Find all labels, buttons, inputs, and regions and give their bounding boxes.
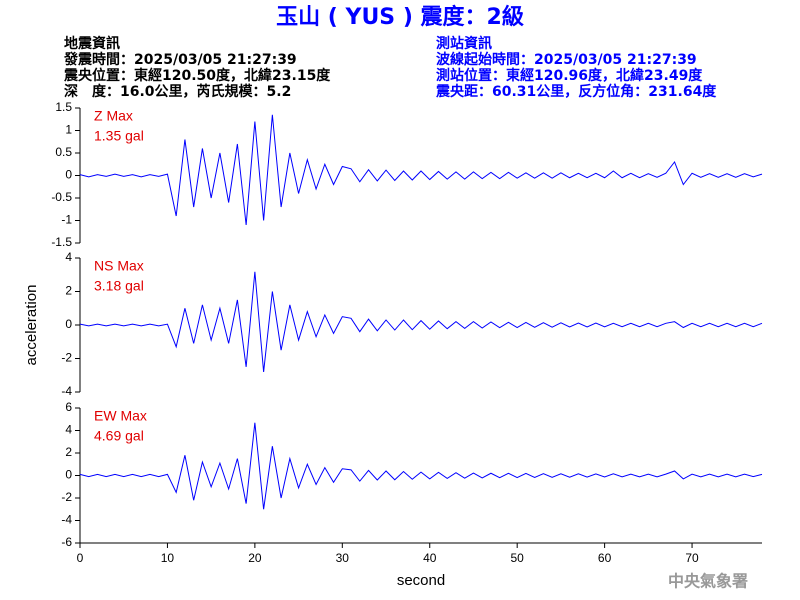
- chart-title: 玉山 ( YUS ) 震度：2級: [276, 4, 524, 30]
- y-tick-label: 6: [65, 400, 72, 414]
- y-tick-label: 0: [65, 317, 72, 331]
- watermark: 中央氣象署: [668, 572, 748, 591]
- waveform: [79, 271, 763, 372]
- max-annotation: 4.69 gal: [94, 428, 144, 444]
- y-tick-label: -4: [61, 513, 72, 527]
- waveform: [79, 422, 763, 510]
- x-tick-label: 60: [598, 551, 612, 565]
- event-info: 地震資訊: [64, 35, 120, 52]
- event-info: 深 度：16.0公里，芮氏規模：5.2: [64, 83, 291, 100]
- y-tick-label: 1.5: [55, 100, 72, 114]
- y-tick-label: -0.5: [51, 190, 72, 204]
- y-tick-label: 4: [65, 250, 72, 264]
- x-tick-label: 0: [77, 551, 84, 565]
- station-info: 測站資訊: [436, 35, 492, 52]
- y-tick-label: 0: [65, 468, 72, 482]
- y-tick-label: 1: [65, 123, 72, 137]
- y-axis-label: acceleration: [23, 285, 40, 366]
- x-tick-label: 30: [336, 551, 350, 565]
- max-annotation: NS Max: [94, 258, 144, 274]
- y-tick-label: -6: [61, 535, 72, 549]
- y-tick-label: 0.5: [55, 145, 72, 159]
- y-tick-label: -2: [61, 351, 72, 365]
- y-tick-label: -2: [61, 490, 72, 504]
- y-tick-label: -1: [61, 213, 72, 227]
- x-tick-label: 20: [248, 551, 262, 565]
- max-annotation: 1.35 gal: [94, 128, 144, 144]
- x-tick-label: 40: [423, 551, 437, 565]
- event-info: 震央位置：東經120.50度，北緯23.15度: [63, 67, 331, 84]
- x-axis-label: second: [397, 572, 445, 589]
- x-tick-label: 10: [161, 551, 175, 565]
- station-info: 震央距：60.31公里，反方位角：231.64度: [435, 83, 717, 100]
- y-tick-label: 4: [65, 423, 72, 437]
- event-info: 發震時間：2025/03/05 21:27:39: [63, 51, 297, 68]
- y-tick-label: 2: [65, 284, 72, 298]
- y-tick-label: -4: [61, 384, 72, 398]
- station-info: 波線起始時間：2025/03/05 21:27:39: [436, 51, 697, 68]
- max-annotation: 3.18 gal: [94, 278, 144, 294]
- y-tick-label: 2: [65, 445, 72, 459]
- waveform: [79, 114, 763, 226]
- x-tick-label: 70: [685, 551, 699, 565]
- y-tick-label: 0: [65, 168, 72, 182]
- max-annotation: EW Max: [94, 408, 147, 424]
- max-annotation: Z Max: [94, 108, 133, 124]
- x-tick-label: 50: [510, 551, 524, 565]
- y-tick-label: -1.5: [51, 235, 72, 249]
- station-info: 測站位置：東經120.96度，北緯23.49度: [436, 67, 703, 84]
